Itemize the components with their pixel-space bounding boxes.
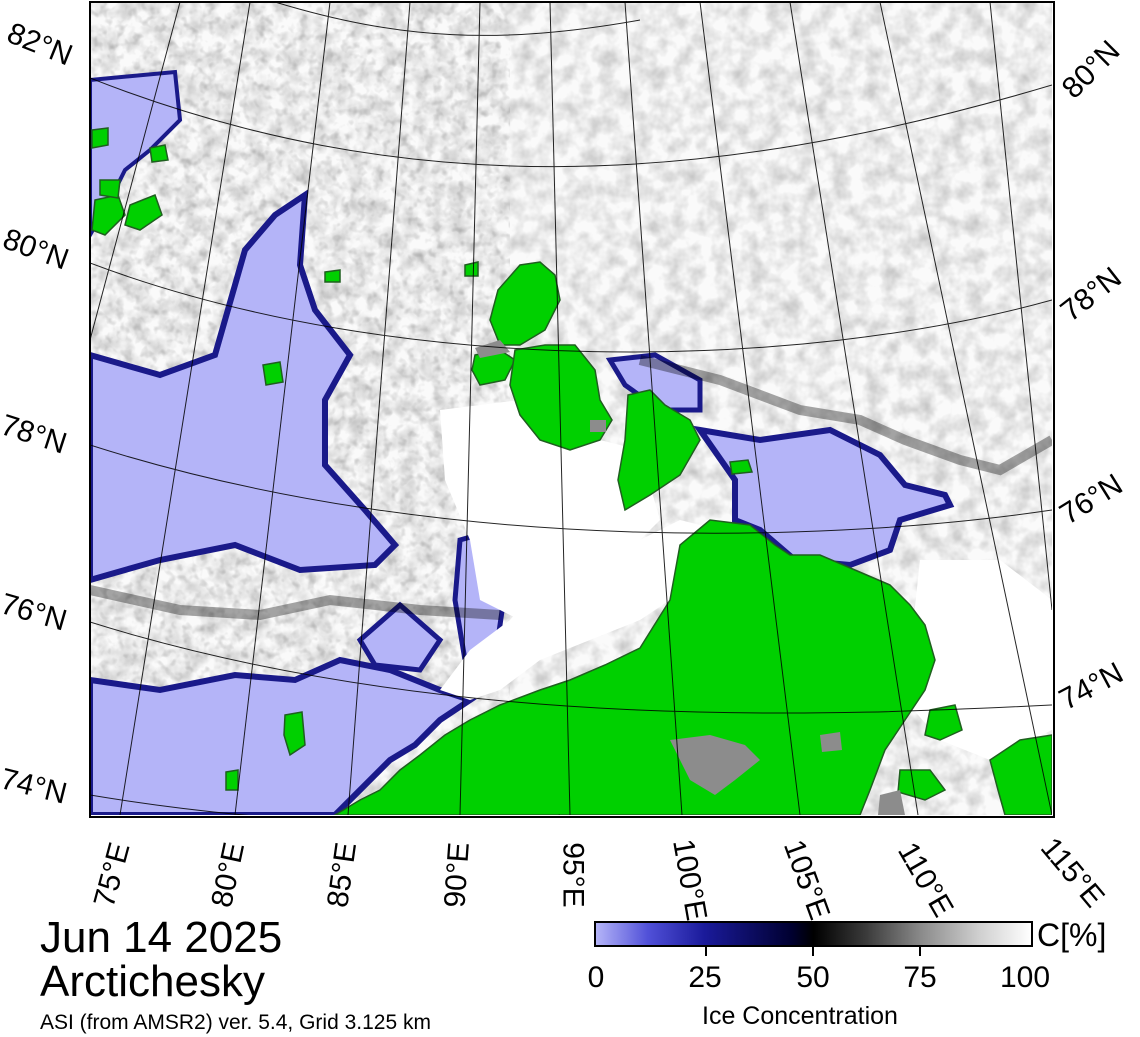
product-credit: ASI (from AMSR2) ver. 5.4, Grid 3.125 km xyxy=(40,1011,431,1034)
lon-label: 115°E xyxy=(1034,831,1111,914)
graticule xyxy=(90,2,1052,815)
island-east-4 xyxy=(729,459,754,475)
lat-label-right: 76°N xyxy=(1054,467,1129,532)
low-ice-area xyxy=(440,400,1052,760)
island-kara-2 xyxy=(225,769,239,791)
colorbar-tickmark xyxy=(919,946,921,956)
lon-label: 90°E xyxy=(438,841,476,909)
island-fjl-5 xyxy=(149,144,169,163)
land-ice xyxy=(475,340,905,815)
colorbar-tick-label: 0 xyxy=(587,961,605,994)
island-komsomolets xyxy=(489,261,561,346)
lon-label: 80°E xyxy=(205,839,252,911)
region-title: Arctichesky xyxy=(40,957,265,1006)
island-ushakov xyxy=(262,361,284,386)
lon-label: 100°E xyxy=(666,836,713,924)
island-vize xyxy=(464,261,479,277)
lat-label-left: 74°N xyxy=(0,762,71,811)
island-fjl-3 xyxy=(99,179,121,199)
lon-label: 85°E xyxy=(321,840,364,910)
colorbar-tickmark xyxy=(705,946,707,956)
lat-label-left: 80°N xyxy=(0,222,73,277)
colorbar-tick-label: 100 xyxy=(999,961,1051,994)
colorbar-label: Ice Concentration xyxy=(702,1002,898,1030)
island-east-1 xyxy=(924,704,963,741)
lat-label-left: 82°N xyxy=(2,16,77,73)
lat-label-right: 78°N xyxy=(1054,260,1128,329)
lat-label-left: 76°N xyxy=(0,587,71,638)
lat-label-right: 80°N xyxy=(1055,34,1127,106)
island-kara-3 xyxy=(324,269,341,283)
lon-label: 110°E xyxy=(891,836,960,923)
map-canvas xyxy=(90,2,1052,815)
date-title: Jun 14 2025 xyxy=(40,913,283,962)
lat-label-left: 78°N xyxy=(0,408,71,461)
lon-label: 105°E xyxy=(776,835,837,925)
island-bolshevik xyxy=(617,389,701,512)
colorbar-tick-label: 50 xyxy=(796,961,830,994)
lon-label: 95°E xyxy=(556,842,590,908)
island-east-3 xyxy=(989,734,1052,815)
taymyr-peninsula xyxy=(333,519,936,815)
island-east-2 xyxy=(897,769,947,801)
colorbar-tick-label: 25 xyxy=(688,961,722,994)
island-fjl-2 xyxy=(124,194,163,231)
colorbar xyxy=(594,921,1033,947)
island-fjl-4 xyxy=(91,127,109,149)
lat-label-right: 74°N xyxy=(1053,656,1129,717)
land xyxy=(91,127,1052,815)
ice-edge xyxy=(90,355,1052,621)
colorbar-unit: C[%] xyxy=(1037,917,1107,953)
colorbar-tickmark xyxy=(812,946,814,956)
colorbar-tick-label: 75 xyxy=(903,961,937,994)
island-kara-1 xyxy=(283,711,306,757)
ice-concentration-map xyxy=(90,2,1052,815)
lon-label: 75°E xyxy=(87,839,137,911)
